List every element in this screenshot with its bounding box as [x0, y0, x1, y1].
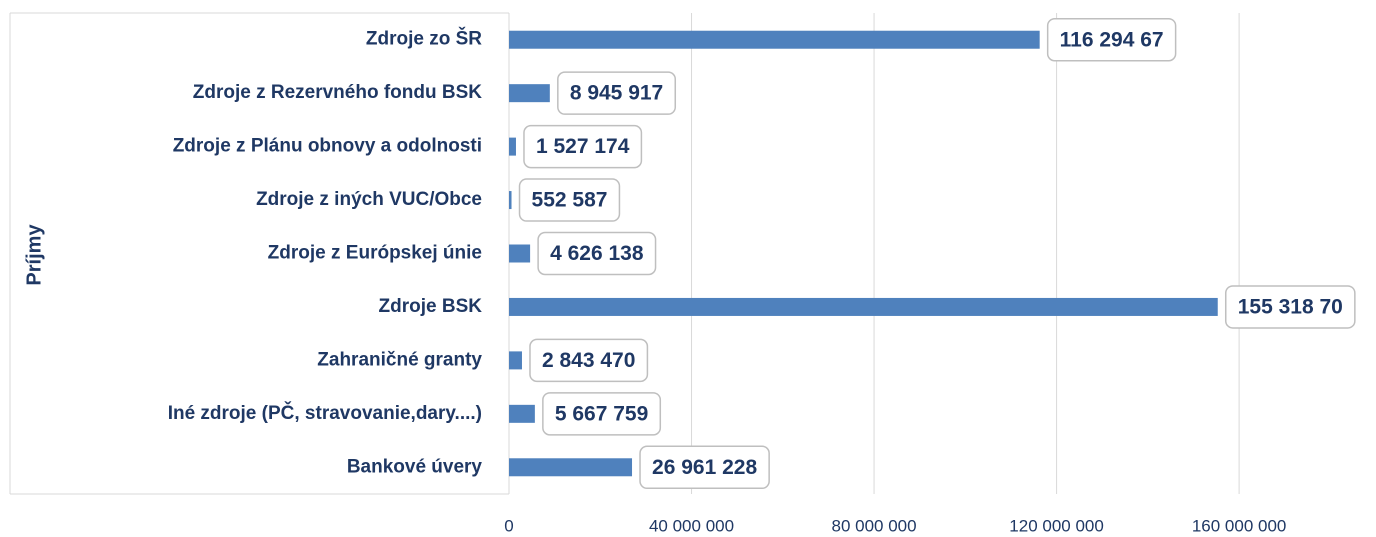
- bar: [509, 404, 535, 423]
- bar: [509, 458, 633, 477]
- label-box: [557, 71, 677, 115]
- label-box: [529, 338, 649, 383]
- y-tick-label: Zdroje z Európskej únie: [268, 243, 482, 264]
- data-label-text: 1 527 174: [536, 135, 630, 158]
- bar: [509, 30, 1040, 49]
- y-tick-label: Iné zdroje (PČ, stravovanie,dary....): [168, 402, 482, 424]
- data-label: 4 626 138: [537, 231, 657, 276]
- x-tick-label: 0: [504, 516, 513, 535]
- data-label: 116 294 67: [1046, 17, 1177, 62]
- x-tick-label: 40 000 000: [649, 516, 734, 535]
- axis-title: Príjmy: [23, 224, 45, 286]
- x-tick-label: 80 000 000: [832, 516, 917, 535]
- data-label: 26 961 228: [639, 445, 770, 490]
- label-box: [518, 178, 621, 222]
- bar: [509, 297, 1218, 316]
- y-tick-label: Zdroje BSK: [379, 296, 483, 317]
- data-label-text: 26 961 228: [652, 456, 757, 479]
- data-label-text: 2 843 470: [542, 349, 635, 372]
- data-label: 2 843 470: [529, 338, 649, 383]
- data-label: 155 318 70: [1224, 285, 1356, 329]
- data-label-text: 5 667 759: [555, 402, 648, 425]
- data-label-text: 116 294 67: [1060, 28, 1164, 51]
- data-label: 552 587: [518, 178, 621, 222]
- bar: [509, 351, 522, 370]
- label-box: [542, 392, 662, 436]
- x-tick-label: 160 000 000: [1192, 516, 1287, 535]
- bar: [509, 191, 512, 210]
- data-label-text: 8 945 917: [570, 82, 663, 105]
- data-label-text: 155 318 70: [1238, 295, 1343, 318]
- bar: [509, 244, 531, 263]
- label-box: [537, 231, 657, 276]
- label-box: [1224, 285, 1356, 329]
- label-box: [639, 445, 770, 490]
- y-tick-label: Zdroje z iných VUC/Obce: [256, 189, 482, 210]
- data-label-text: 552 587: [532, 189, 608, 212]
- label-box: [1046, 17, 1177, 62]
- x-tick-label: 120 000 000: [1009, 516, 1104, 535]
- bar: [509, 84, 550, 103]
- data-label: 5 667 759: [542, 392, 662, 436]
- y-tick-label: Zdroje z Plánu obnovy a odolnosti: [173, 136, 482, 157]
- y-tick-label: Zahraničné granty: [317, 349, 482, 370]
- label-box: [523, 124, 643, 169]
- y-tick-label: Zdroje zo ŠR: [366, 28, 482, 50]
- bar: [509, 137, 516, 156]
- y-tick-label: Bankové úvery: [347, 456, 483, 477]
- data-label-text: 4 626 138: [550, 242, 644, 265]
- y-tick-label: Zdroje z Rezervného fondu BSK: [193, 82, 483, 103]
- data-label: 8 945 917: [557, 71, 677, 115]
- data-label: 1 527 174: [523, 124, 643, 169]
